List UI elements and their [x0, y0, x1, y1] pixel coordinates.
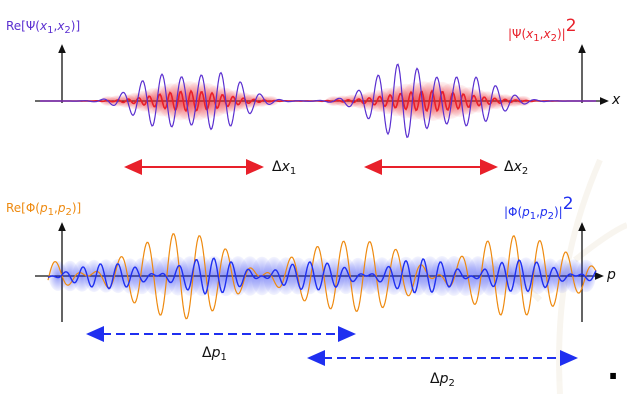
position-spread-label-2: Δx2	[504, 159, 529, 177]
momentum-probability-label: |Φ(p1,p2)|2	[504, 194, 574, 222]
momentum-real-part-wave	[47, 233, 597, 320]
position-panel	[35, 44, 609, 175]
position-real-part-label: Re[Ψ(x1,x2)]	[6, 19, 81, 36]
position-spread-label-1: Δx1	[272, 159, 297, 177]
position-real-part-wave	[40, 63, 596, 139]
trailing-mark: .	[607, 349, 620, 387]
momentum-probability-curve	[47, 257, 597, 295]
position-axis-label: x	[612, 92, 621, 108]
position-probability-label: |Ψ(x1,x2)|2	[508, 16, 577, 44]
momentum-real-part-label: Re[Φ(p1,p2)]	[6, 201, 82, 218]
momentum-axis-label: p	[607, 267, 616, 283]
momentum-spread-label-2: Δp2	[430, 371, 455, 389]
momentum-spread-label-1: Δp1	[202, 345, 227, 363]
momentum-panel	[35, 222, 604, 366]
